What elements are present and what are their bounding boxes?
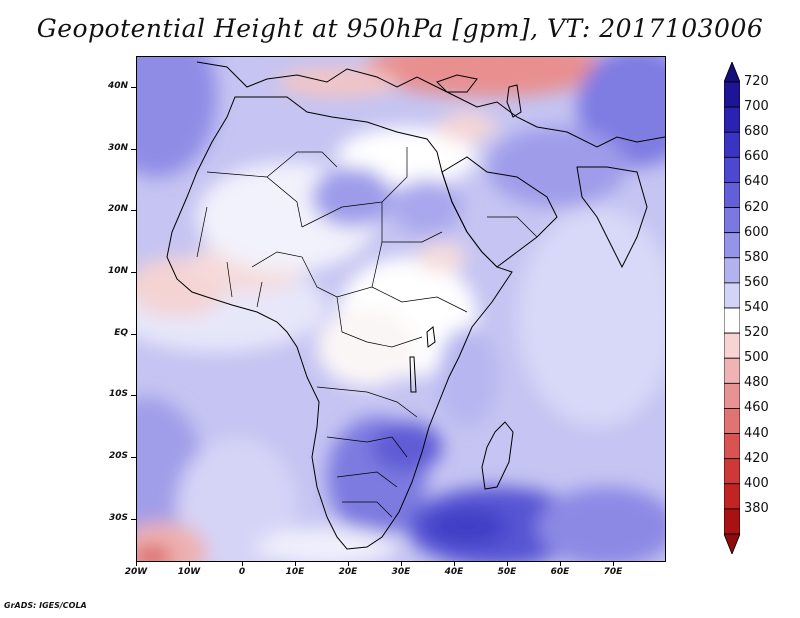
colorbar-swatch xyxy=(724,508,740,535)
lon-tick xyxy=(136,562,137,566)
colorbar-label: 580 xyxy=(744,249,769,265)
lon-tick xyxy=(401,562,402,566)
colorbar-swatch xyxy=(724,182,740,208)
colorbar-label: 620 xyxy=(744,199,769,215)
lon-label-70e: 70E xyxy=(603,567,623,577)
lon-label-40e: 40E xyxy=(444,567,464,577)
geopotential-map xyxy=(137,57,665,561)
colorbar-top-arrow xyxy=(724,62,740,83)
lon-tick xyxy=(454,562,455,566)
colorbar-swatch xyxy=(724,408,740,434)
colorbar-swatch xyxy=(724,81,740,108)
country-borders xyxy=(196,147,538,518)
colorbar-label: 640 xyxy=(744,174,769,190)
colorbar-label: 460 xyxy=(744,400,769,416)
colorbar-swatch xyxy=(724,257,740,284)
colorbar-label: 700 xyxy=(744,99,769,115)
colorbar-swatch xyxy=(724,307,740,334)
colorbar-swatch xyxy=(724,332,740,359)
colorbar-swatch xyxy=(724,106,740,133)
lon-tick xyxy=(295,562,296,566)
colorbar-label: 660 xyxy=(744,149,769,165)
lat-label-20n: 20N xyxy=(107,204,128,215)
lat-label-20s: 20S xyxy=(108,451,128,462)
lat-tick xyxy=(131,148,136,150)
lon-tick xyxy=(189,562,190,566)
lat-tick xyxy=(131,210,136,212)
colorbar-label: 380 xyxy=(744,500,769,516)
lat-label-30s: 30S xyxy=(108,512,128,523)
colorbar-label: 480 xyxy=(744,375,769,391)
colorbar-label: 440 xyxy=(744,425,769,441)
lon-tick xyxy=(613,562,614,566)
colorbar-label: 600 xyxy=(744,224,769,240)
map-panel xyxy=(136,56,666,562)
lon-tick xyxy=(242,562,243,566)
lon-label-20w: 20W xyxy=(124,567,148,577)
colorbar-swatch xyxy=(724,458,740,485)
colorbar-label: 520 xyxy=(744,325,769,341)
colorbar-swatch xyxy=(724,232,740,259)
lat-tick xyxy=(131,86,136,88)
grads-credit: GrADS: IGES/COLA xyxy=(4,601,87,610)
colorbar-swatch xyxy=(724,433,740,460)
colorbar-label: 680 xyxy=(744,124,769,140)
lat-tick xyxy=(131,518,136,520)
lat-label-eq: EQ xyxy=(114,327,128,338)
colorbar-swatch xyxy=(724,357,740,384)
colorbar-label: 720 xyxy=(744,74,769,89)
lon-tick xyxy=(348,562,349,566)
lat-label-10s: 10S xyxy=(108,389,128,400)
lon-label-10w: 10W xyxy=(177,567,201,577)
lon-label-30e: 30E xyxy=(391,567,411,577)
colorbar-bottom-arrow xyxy=(724,533,740,554)
lon-label-60e: 60E xyxy=(550,567,570,577)
lat-tick xyxy=(131,457,136,459)
map-title: Geopotential Height at 950hPa [gpm], VT:… xyxy=(36,14,764,43)
lon-label-50e: 50E xyxy=(497,567,517,577)
lon-label-20e: 20E xyxy=(338,567,358,577)
colorbar-label: 560 xyxy=(744,274,769,290)
colorbar-label: 420 xyxy=(744,450,769,466)
colorbar-swatch xyxy=(724,131,740,158)
colorbar-swatch xyxy=(724,382,740,409)
colorbar-swatch xyxy=(724,282,740,309)
lat-label-10n: 10N xyxy=(107,265,128,276)
colorbar-label: 400 xyxy=(744,475,769,491)
lon-tick xyxy=(507,562,508,566)
lon-label-10e: 10E xyxy=(285,567,305,577)
height-field-shading xyxy=(137,57,665,561)
lat-tick xyxy=(131,333,136,335)
colorbar-swatch xyxy=(724,207,740,234)
lon-label-0: 0 xyxy=(238,567,246,577)
lon-tick xyxy=(560,562,561,566)
lat-tick xyxy=(131,395,136,397)
lat-label-40n: 40N xyxy=(107,80,128,91)
colorbar xyxy=(724,62,740,554)
colorbar-label: 540 xyxy=(744,300,769,315)
lat-tick xyxy=(131,271,136,273)
colorbar-label: 500 xyxy=(744,350,769,366)
colorbar-swatch xyxy=(724,483,740,510)
colorbar-swatch xyxy=(724,156,740,183)
lat-label-30n: 30N xyxy=(107,142,128,153)
